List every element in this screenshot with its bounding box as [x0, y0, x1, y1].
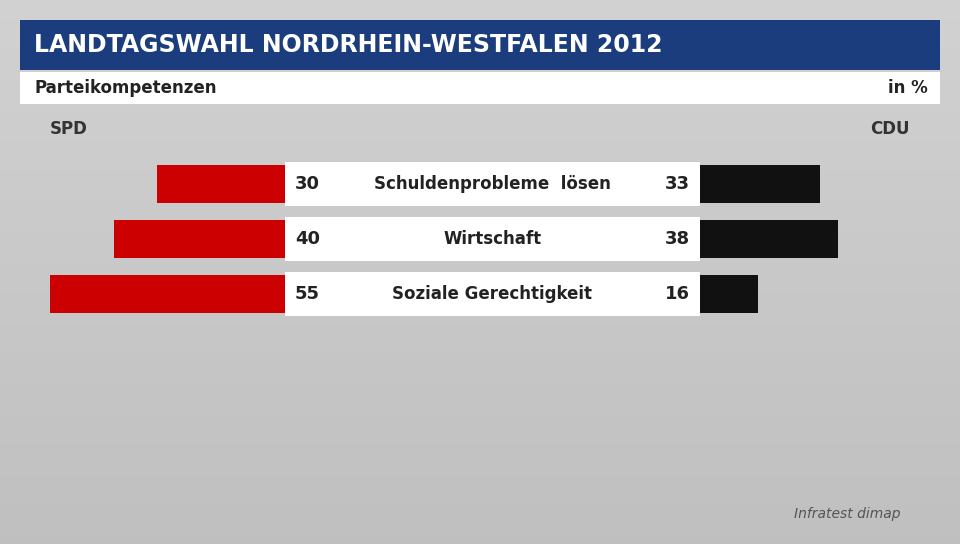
- Text: 38: 38: [665, 230, 690, 248]
- Text: 30: 30: [295, 175, 320, 193]
- Text: CDU: CDU: [871, 120, 910, 138]
- Text: LANDTAGSWAHL NORDRHEIN-WESTFALEN 2012: LANDTAGSWAHL NORDRHEIN-WESTFALEN 2012: [34, 33, 662, 57]
- Bar: [114, 220, 285, 258]
- Text: Parteikompetenzen: Parteikompetenzen: [34, 79, 217, 97]
- Text: 40: 40: [295, 230, 320, 248]
- Text: 55: 55: [295, 285, 320, 303]
- Text: Wirtschaft: Wirtschaft: [444, 230, 541, 248]
- Bar: [700, 220, 838, 258]
- Bar: [285, 217, 700, 261]
- Bar: [20, 20, 940, 70]
- Text: Soziale Gerechtigkeit: Soziale Gerechtigkeit: [393, 285, 592, 303]
- Bar: [285, 272, 700, 316]
- Bar: [20, 72, 940, 104]
- Text: 33: 33: [665, 175, 690, 193]
- Text: in %: in %: [888, 79, 928, 97]
- Bar: [700, 165, 820, 203]
- Bar: [285, 162, 700, 206]
- Bar: [700, 275, 758, 313]
- Text: Infratest dimap: Infratest dimap: [794, 507, 900, 521]
- Bar: [156, 165, 285, 203]
- Text: Schuldenprobleme  lösen: Schuldenprobleme lösen: [374, 175, 611, 193]
- Text: SPD: SPD: [50, 120, 88, 138]
- Bar: [50, 275, 285, 313]
- Text: 16: 16: [665, 285, 690, 303]
